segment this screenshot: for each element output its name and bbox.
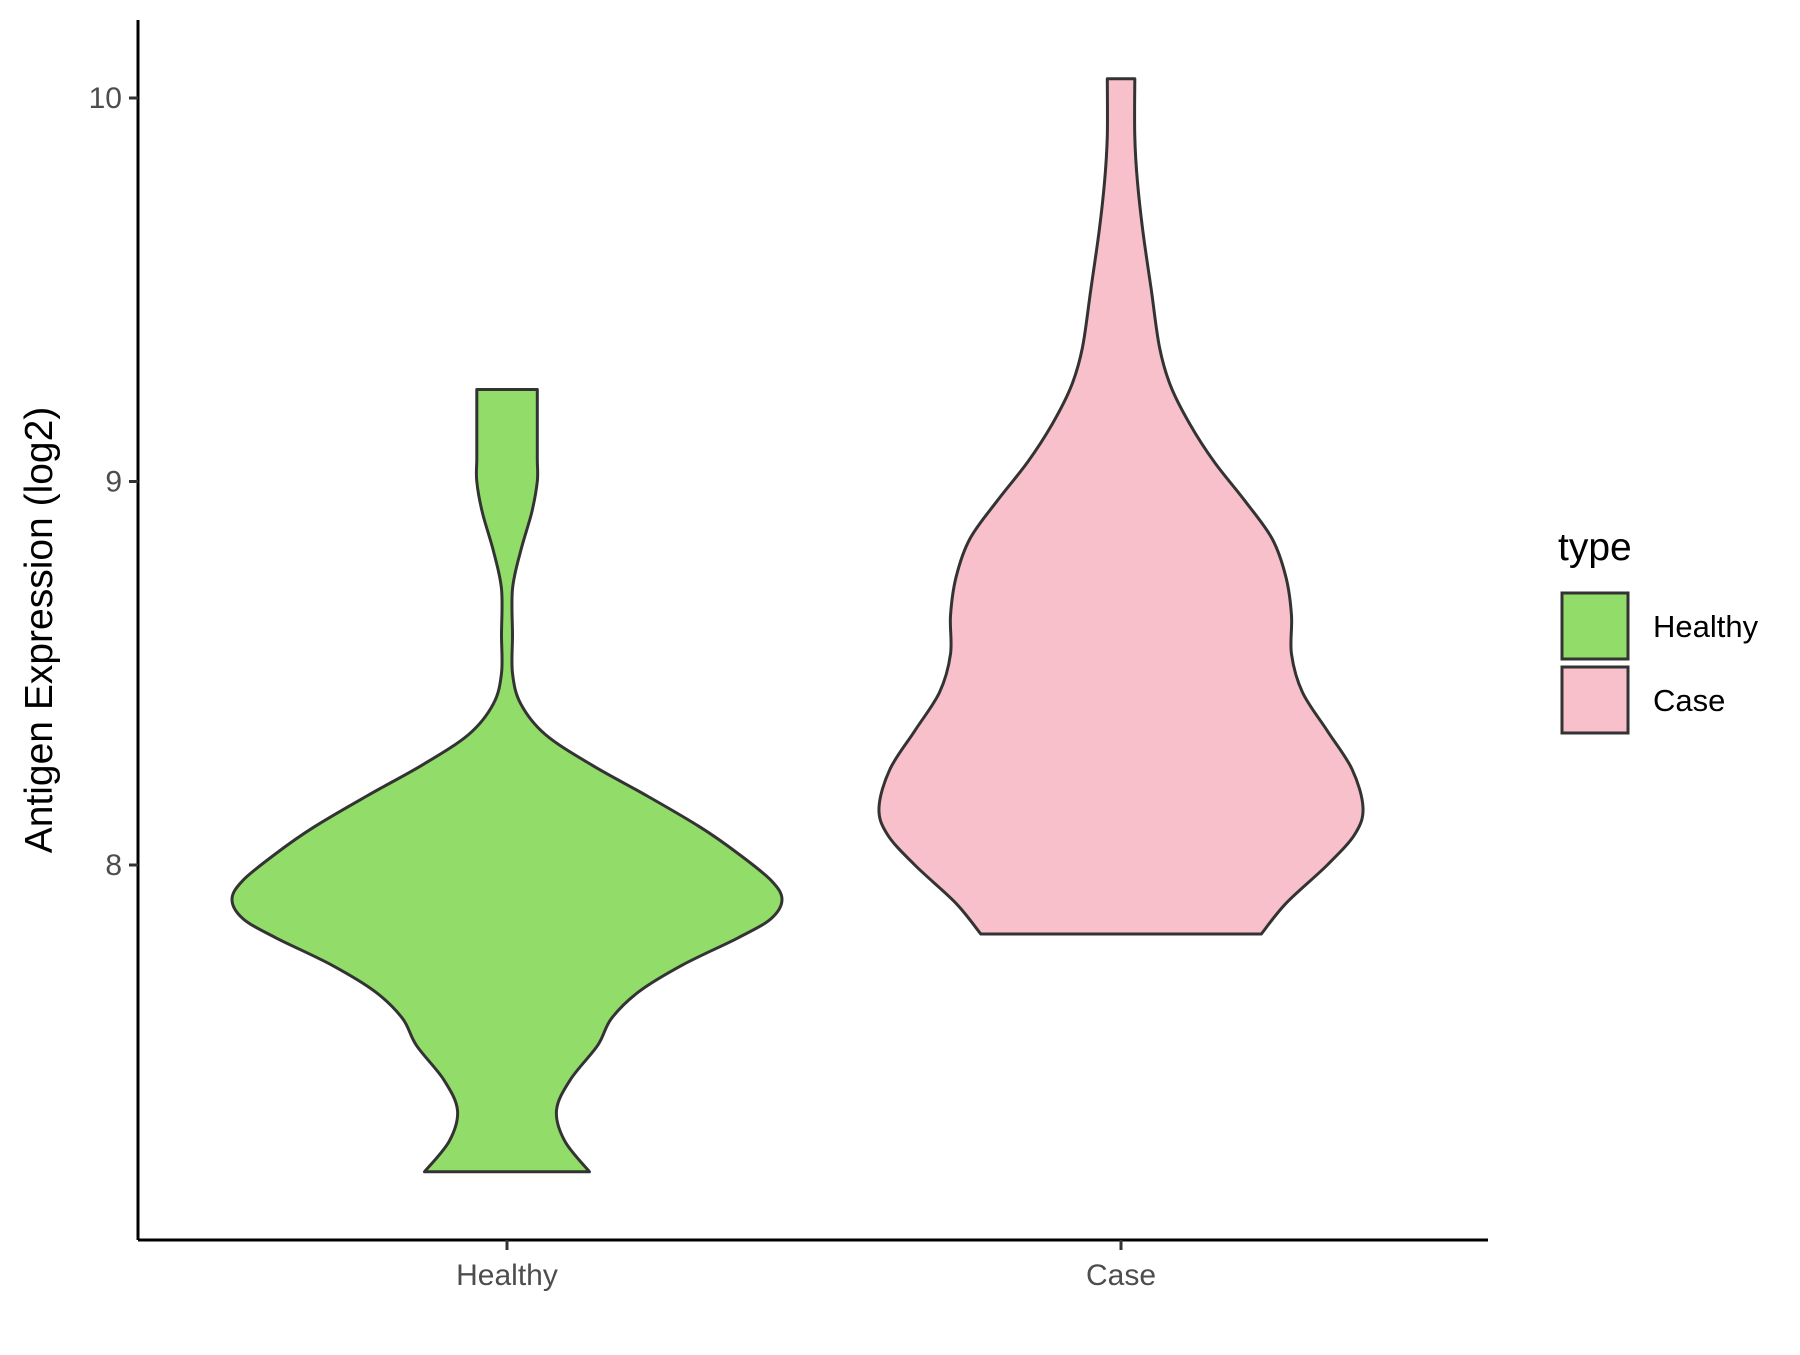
x-tick-label-healthy: Healthy	[456, 1259, 558, 1292]
violin-healthy	[230, 388, 784, 1174]
y-tick-label: 10	[89, 82, 122, 115]
y-tick-label: 8	[105, 849, 122, 882]
legend-label-case: Case	[1653, 683, 1725, 718]
legend-title: type	[1558, 526, 1632, 569]
violin-case	[877, 77, 1365, 936]
y-axis-title: Antigen Expression (log2)	[18, 407, 61, 854]
y-tick-label: 9	[105, 466, 122, 499]
legend: type Healthy Case	[1558, 526, 1759, 735]
violin-layer	[230, 77, 1365, 1174]
x-tick-label-case: Case	[1086, 1259, 1156, 1292]
axes-layer: 8 9 10 Healthy Case Antigen Expression (log2)	[18, 20, 1488, 1292]
legend-swatch-healthy	[1560, 591, 1630, 661]
legend-label-healthy: Healthy	[1653, 609, 1759, 644]
legend-swatch-case	[1560, 665, 1630, 735]
